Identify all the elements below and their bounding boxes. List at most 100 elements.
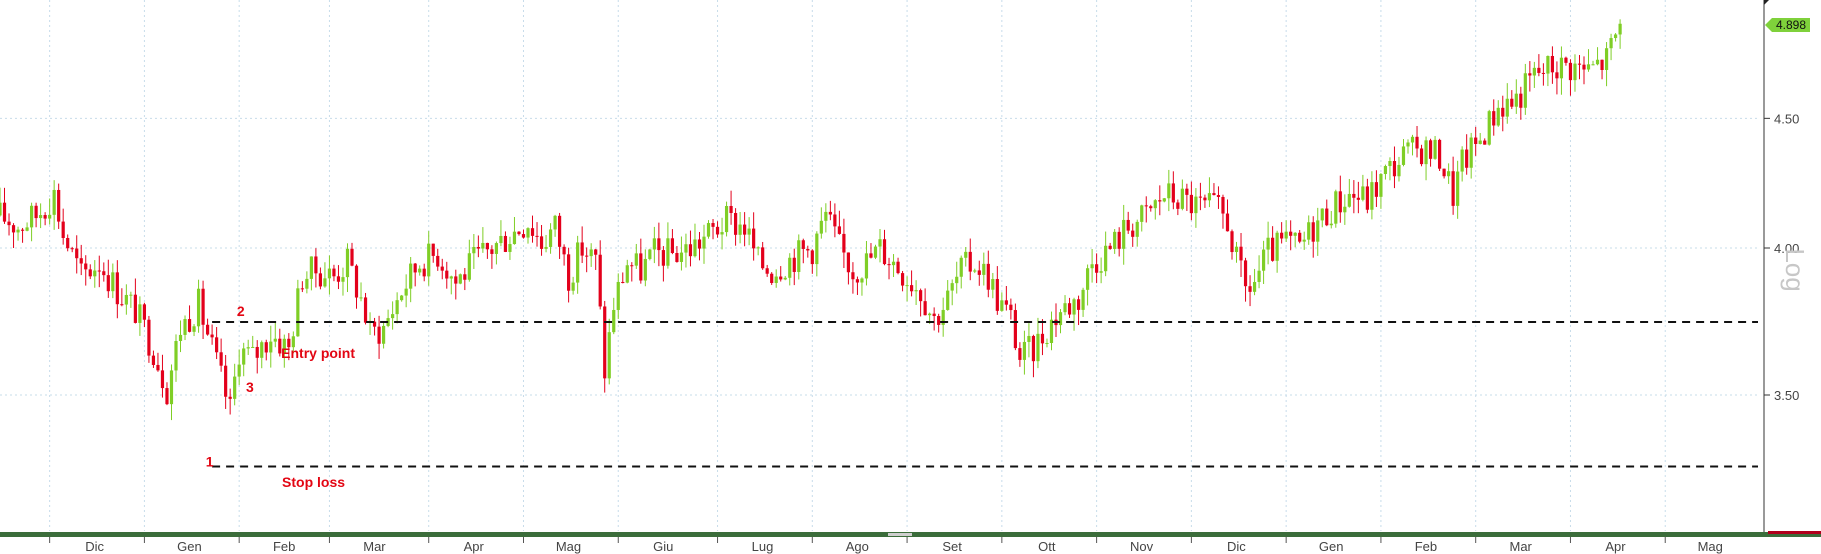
annotation-label: 1 — [206, 453, 214, 469]
x-axis-end-marker — [1768, 531, 1821, 534]
candle-body — [205, 324, 210, 335]
candle-body — [1212, 193, 1216, 196]
candle-body — [359, 297, 363, 299]
candle-body — [810, 250, 814, 265]
candle-body — [756, 247, 760, 249]
candle-body — [296, 288, 300, 337]
x-tick-label: Ago — [846, 539, 869, 554]
candle-body — [521, 234, 526, 238]
candle-body — [413, 263, 417, 273]
candle-body — [891, 261, 896, 266]
candle-body — [1483, 140, 1487, 145]
candle-body — [743, 224, 747, 235]
candle-body — [133, 294, 137, 323]
candle-body — [959, 257, 963, 277]
candle-body — [1067, 303, 1072, 315]
candle-body — [1293, 232, 1297, 236]
candle-body — [142, 304, 147, 320]
candle-body — [1618, 23, 1622, 35]
candle-body — [968, 251, 972, 272]
candle-body — [855, 279, 860, 283]
candle-body — [1537, 67, 1541, 73]
candle-body — [336, 276, 341, 282]
candle-body — [995, 279, 999, 311]
candle-body — [318, 273, 323, 287]
candle-body — [43, 215, 47, 219]
candle-body — [1275, 232, 1279, 261]
candle-body — [1586, 64, 1591, 70]
candle-body — [585, 255, 589, 257]
candle-body — [955, 276, 959, 284]
candle-body — [909, 285, 914, 292]
candle-body — [1122, 219, 1126, 249]
candle-body — [801, 240, 805, 249]
candle-body — [1113, 231, 1117, 249]
candle-body — [1131, 230, 1135, 237]
candle-body — [345, 248, 350, 278]
candle-body — [512, 231, 517, 245]
candle-body — [260, 342, 264, 358]
candle-body — [1447, 171, 1451, 177]
candle-body — [598, 254, 602, 307]
candle-body — [169, 370, 174, 405]
candle-body — [1221, 196, 1225, 214]
candle-body — [1257, 270, 1261, 282]
candle-body — [278, 338, 282, 354]
candle-body — [986, 263, 990, 290]
candle-body — [792, 257, 796, 272]
candle-body — [530, 228, 535, 236]
candle-body — [1248, 286, 1252, 292]
candle-body — [1541, 72, 1545, 74]
candle-body — [1555, 72, 1559, 79]
candle-body — [941, 309, 945, 325]
candle-body — [287, 338, 291, 348]
candle-body — [1343, 206, 1347, 213]
candle-body — [1058, 312, 1063, 326]
candle-body — [1532, 67, 1536, 76]
candle-body — [1085, 268, 1090, 290]
candle-body — [1338, 191, 1342, 213]
candle-body — [571, 282, 575, 291]
y-tick-label: 4.00 — [1774, 241, 1799, 256]
annotation-label: 2 — [237, 303, 245, 319]
candle-body — [463, 274, 467, 280]
x-tick-label: Feb — [273, 539, 295, 554]
candle-body — [797, 240, 801, 272]
candle-body — [183, 319, 187, 335]
candle-body — [1433, 139, 1437, 159]
candle-body — [309, 256, 313, 279]
candle-body — [490, 249, 494, 254]
candle-body — [544, 246, 548, 249]
annotation-label: 3 — [246, 379, 254, 395]
candle-body — [1505, 98, 1509, 117]
candle-body — [594, 249, 598, 255]
candle-body — [84, 263, 88, 270]
candle-body — [1076, 299, 1081, 310]
candle-body — [1000, 300, 1004, 311]
candle-body — [1564, 57, 1568, 63]
x-axis-scroll-handle[interactable] — [888, 533, 912, 536]
candle-body — [1442, 168, 1446, 177]
candle-body — [1261, 249, 1266, 271]
candle-body — [1171, 183, 1175, 203]
candle-body — [1410, 136, 1415, 143]
candle-body — [427, 243, 431, 277]
candle-body — [418, 268, 422, 273]
candle-body — [1266, 237, 1270, 250]
candle-body — [932, 313, 936, 317]
candle-body — [557, 215, 562, 247]
candle-body — [1559, 57, 1564, 79]
candle-body — [973, 270, 977, 272]
candle-body — [1510, 98, 1514, 107]
candle-body — [75, 248, 79, 259]
candle-body — [70, 248, 74, 250]
candle-body — [196, 288, 201, 327]
candle-body — [215, 337, 219, 353]
x-tick-label: Dic — [1227, 539, 1246, 554]
candle-body — [354, 265, 359, 298]
candle-body — [178, 334, 183, 342]
candle-body — [548, 229, 553, 247]
candle-body — [1189, 194, 1193, 214]
candle-body — [1207, 193, 1212, 201]
candle-body — [1397, 164, 1401, 177]
